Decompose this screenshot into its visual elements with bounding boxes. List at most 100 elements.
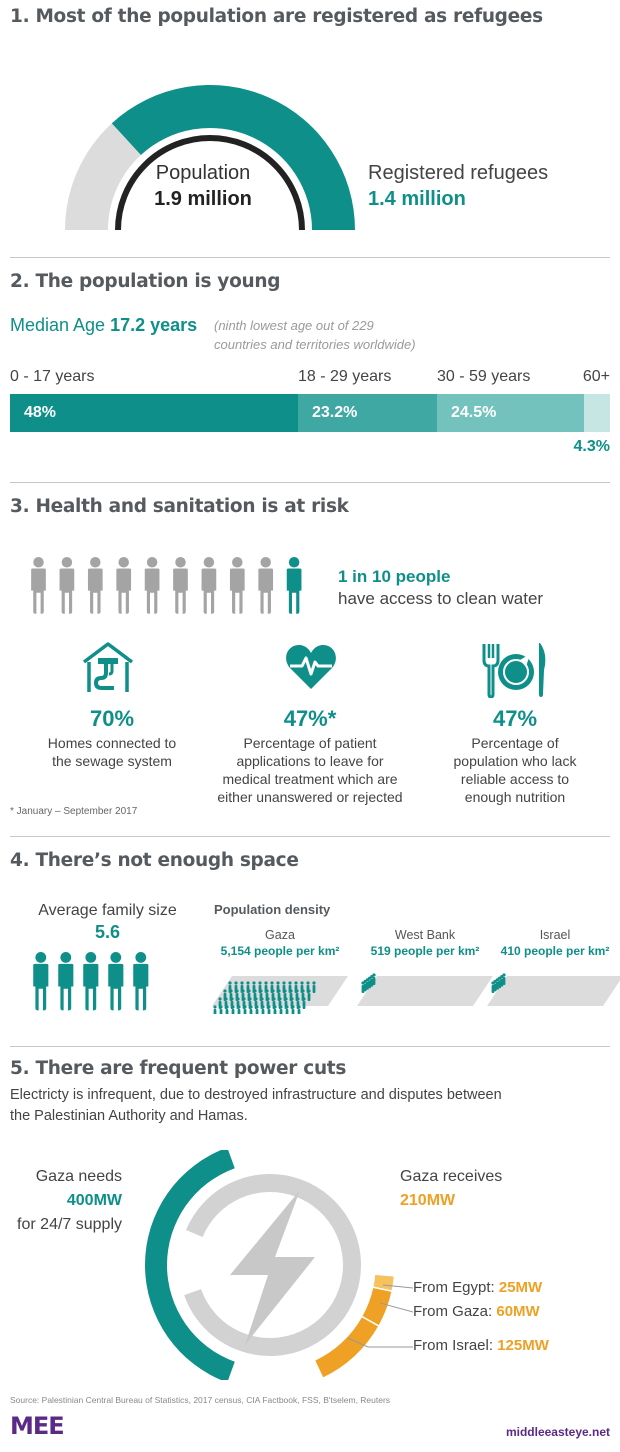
needs-arc [145,1150,235,1380]
person-icon [158,952,173,1010]
population-outline-arc [115,135,305,230]
age-category-label: 18 - 29 years [298,368,392,385]
power-intro-line2: the Palestinian Authority and Hamas. [10,1108,248,1124]
stat-nutrition-line3: reliable access to [460,771,570,787]
heart-pulse-icon [286,645,336,689]
density-region-name: West Bank [394,928,456,942]
source-gaza-label: From Gaza: [413,1303,493,1320]
ring [179,1174,361,1356]
density-person [368,976,372,989]
stat-medical-line2: applications to leave for [236,753,384,769]
family-size: Average family size 5.6 [30,902,185,943]
source-israel-label: From Israel: [413,1337,494,1354]
density-person [261,1005,265,1014]
person-icon [286,557,302,614]
density-person [302,997,306,1009]
density-person [491,981,495,993]
density-person [498,976,502,989]
divider [10,836,610,837]
density-person [361,981,365,993]
person-icon [144,557,160,614]
water-access-bold: 1 in 10 people [338,567,451,586]
density-person [365,978,369,990]
stat-sewage-desc: Homes connected to the sewage system [22,734,202,770]
refugees-block: Registered refugees 1.4 million [368,162,548,211]
age-bar-segment [298,394,437,432]
stat-nutrition-line1: Percentage of [471,735,559,751]
person-icon [83,952,99,1011]
power-supply-chart [145,1150,414,1380]
person-icon [116,557,132,614]
person-icon [201,557,217,614]
density-person [291,1005,295,1014]
water-access-text: 1 in 10 people have access to clean wate… [338,567,543,609]
person-icon [108,952,124,1011]
density-person [372,973,376,985]
density-plot [357,973,493,1006]
power-intro: Electricty is infrequent, due to destroy… [10,1085,502,1127]
site-link[interactable]: middleeasteye.net [505,1425,610,1439]
needs-value: 400MW [66,1192,122,1209]
land-plane [487,976,620,1006]
density-person [219,1005,223,1014]
median-note-line1: (ninth lowest age out of 229 [214,318,374,333]
density-person [285,1005,289,1014]
footnote: * January – September 2017 [10,806,138,817]
density-region-name: Israel [539,928,571,942]
age-category-label: 30 - 59 years [437,368,531,385]
house-pipe-icon [82,642,134,692]
stat-sewage-value: 70% [89,706,135,731]
family-size-label: Average family size [38,902,177,919]
divider [10,257,610,258]
source-egypt: From Egypt: 25MW [413,1279,542,1296]
stat-medical-line1: Percentage of patient [243,735,377,751]
receives-segment [313,1315,381,1380]
density-person [231,1005,235,1014]
median-age: Median Age 17.2 years [10,315,197,336]
density-person [493,979,497,992]
stat-sewage-line1: Homes connected to [47,735,177,751]
needs-block: Gaza needs 400MW for 24/7 supply [0,1165,122,1237]
density-value: 410 people per km² [500,944,610,958]
density-person [237,1005,241,1014]
density-column: Israel 410 people per km² [485,928,620,1013]
person-icon [58,952,74,1011]
refugees-gauge-chart [65,84,355,230]
density-person [370,975,374,987]
leader-line [347,1337,413,1348]
density-person [225,1005,229,1014]
density-plot [487,973,620,1006]
density-column: West Bank 519 people per km² [355,928,495,1013]
age-value-label: 23.2% [312,404,358,421]
refugees-label: Registered refugees [368,162,549,184]
density-person [249,1005,253,1014]
stat-nutrition-line2: population who lack [453,753,577,769]
source-gaza-value: 60MW [496,1303,540,1320]
density-person [255,1005,259,1014]
stat-nutrition: 47% Percentage of population who lack re… [425,706,605,806]
refugees-arc [111,84,355,230]
land-plane [357,976,493,1006]
density-column: Gaza 5,154 people per km² [210,928,350,1014]
density-region-name: Gaza [265,928,295,942]
stat-nutrition-line4: enough nutrition [464,789,566,805]
section5-heading: 5. There are frequent power cuts [10,1058,347,1079]
density-person [243,1005,247,1014]
source-israel-value: 125MW [497,1337,549,1354]
density-person [495,978,499,990]
person-icon [31,557,46,614]
population-block: Population 1.9 million [128,162,278,211]
source-israel: From Israel: 125MW [413,1337,549,1354]
person-icon [33,952,49,1011]
section4-heading: 4. There’s not enough space [10,850,299,871]
density-title: Population density [214,902,331,917]
water-access-people [31,557,302,614]
stat-medical-desc: Percentage of patient applications to le… [210,734,410,806]
age-bar-segment [584,394,610,432]
density-chart: Gaza 5,154 people per km² West Bank 519 peo… [210,928,620,1014]
age-value-label: 4.3% [573,438,610,455]
median-note: (ninth lowest age out of 229 countries a… [214,316,416,354]
lightning-bolt-icon [230,1190,315,1345]
divider [10,1046,610,1047]
person-icon [173,557,188,614]
